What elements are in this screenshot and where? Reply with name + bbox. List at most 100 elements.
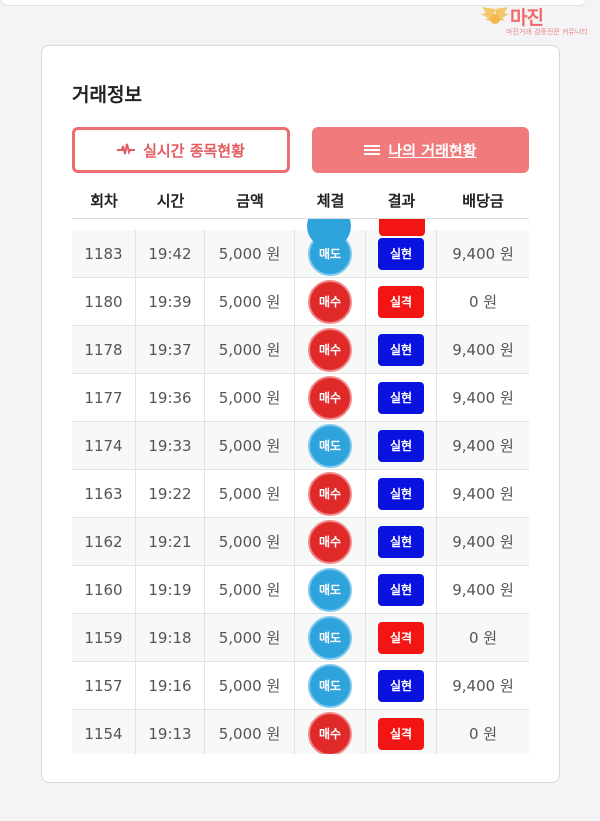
table-row: 1174 19:33 5,000 원 매도 실현 9,400 원 xyxy=(72,422,529,470)
cell-time: 19:39 xyxy=(136,278,205,325)
result-badge: 실현 xyxy=(378,333,424,366)
side-badge: 매도 xyxy=(308,567,352,612)
side-badge: 매수 xyxy=(308,519,352,564)
live-status-button[interactable]: 실시간 종목현황 xyxy=(72,127,290,173)
cell-time: 19:22 xyxy=(136,470,205,517)
cell-fill: 매수 xyxy=(295,470,366,517)
table-row: 1163 19:22 5,000 원 매수 실현 9,400 원 xyxy=(72,470,529,518)
table-row: 1177 19:36 5,000 원 매수 실현 9,400 원 xyxy=(72,374,529,422)
cell-result: 실격 xyxy=(366,614,437,661)
cell-payout: 9,400 원 xyxy=(452,437,514,455)
cell-time: 19:36 xyxy=(136,374,205,421)
cell-amount: 5,000 원 xyxy=(205,566,295,613)
cell-round: 1157 xyxy=(72,662,136,709)
side-badge: 매수 xyxy=(308,375,352,420)
trade-table-scroll[interactable]: 1183 19:42 5,000 원 매도 실현 9,400 원 1180 19:39 5,00… xyxy=(72,218,529,754)
site-watermark: 마진 마진거래 검증전문 커뮤니티 xyxy=(480,3,590,37)
cell-fill: 매수 xyxy=(295,518,366,565)
cell-round: 1159 xyxy=(72,614,136,661)
cell-round: 1163 xyxy=(72,470,136,517)
table-row: 1157 19:16 5,000 원 매도 실현 9,400 원 xyxy=(72,662,529,710)
result-badge: 실현 xyxy=(378,477,424,510)
cell-fill: 매수 xyxy=(295,710,366,754)
cell-amount: 5,000 원 xyxy=(205,662,295,709)
result-badge: 실현 xyxy=(378,381,424,414)
result-badge: 실격 xyxy=(378,717,424,750)
cell-result: 실격 xyxy=(366,710,437,754)
watermark-subtitle: 마진거래 검증전문 커뮤니티 xyxy=(506,28,588,36)
cell-round: 1178 xyxy=(72,326,136,373)
cell-round: 1162 xyxy=(72,518,136,565)
cell-payout: 9,400 원 xyxy=(452,485,514,503)
my-trades-label: 나의 거래현황 xyxy=(388,141,477,160)
cell-amount: 5,000 원 xyxy=(205,230,295,277)
table-row: 1159 19:18 5,000 원 매도 실격 0 원 xyxy=(72,614,529,662)
cell-payout: 0 원 xyxy=(468,725,498,743)
cell-fill: 매도 xyxy=(295,566,366,613)
pulse-icon xyxy=(117,143,136,157)
cell-payout: 9,400 원 xyxy=(452,581,514,599)
cell-result: 실현 xyxy=(366,326,437,373)
side-badge: 매도 xyxy=(308,663,352,708)
cell-time: 19:16 xyxy=(136,662,205,709)
side-badge: 매도 xyxy=(308,423,352,468)
cell-payout: 9,400 원 xyxy=(452,389,514,407)
table-row: 1183 19:42 5,000 원 매도 실현 9,400 원 xyxy=(72,230,529,278)
cell-amount: 5,000 원 xyxy=(205,614,295,661)
cell-round: 1183 xyxy=(72,230,136,277)
cell-time: 19:37 xyxy=(136,326,205,373)
result-badge: 실현 xyxy=(378,573,424,606)
cell-time: 19:19 xyxy=(136,566,205,613)
table-row: 1162 19:21 5,000 원 매수 실현 9,400 원 xyxy=(72,518,529,566)
list-icon xyxy=(364,144,381,156)
result-badge: 실현 xyxy=(378,237,424,270)
cell-result: 실현 xyxy=(366,662,437,709)
cell-round: 1174 xyxy=(72,422,136,469)
cell-result: 실현 xyxy=(366,470,437,517)
header-payout: 배당금 xyxy=(462,192,504,210)
cell-fill: 매수 xyxy=(295,374,366,421)
cell-result: 실현 xyxy=(366,518,437,565)
header-result: 결과 xyxy=(387,192,416,210)
wing-logo-icon xyxy=(481,7,509,24)
cell-fill: 매도 xyxy=(295,614,366,661)
cell-payout: 0 원 xyxy=(468,629,498,647)
side-badge: 매수 xyxy=(308,327,352,372)
cell-amount: 5,000 원 xyxy=(205,710,295,754)
result-badge: 실현 xyxy=(378,525,424,558)
cell-amount: 5,000 원 xyxy=(205,422,295,469)
table-row: 1178 19:37 5,000 원 매수 실현 9,400 원 xyxy=(72,326,529,374)
watermark-title: 마진 xyxy=(510,7,544,29)
cell-amount: 5,000 원 xyxy=(205,278,295,325)
table-row: 1154 19:13 5,000 원 매수 실격 0 원 xyxy=(72,710,529,754)
header-time: 시간 xyxy=(156,192,185,210)
cell-amount: 5,000 원 xyxy=(205,374,295,421)
cell-fill: 매도 xyxy=(295,662,366,709)
cell-payout: 9,400 원 xyxy=(452,677,514,695)
cell-round: 1154 xyxy=(72,710,136,754)
header-fill: 체결 xyxy=(316,192,345,210)
partial-row-tag xyxy=(379,219,425,236)
live-status-label: 실시간 종목현황 xyxy=(143,141,245,160)
side-badge: 매수 xyxy=(308,279,352,324)
cell-fill: 매수 xyxy=(295,326,366,373)
my-trades-button[interactable]: 나의 거래현황 xyxy=(312,127,529,173)
cell-result: 실현 xyxy=(366,566,437,613)
cell-time: 19:42 xyxy=(136,230,205,277)
cell-payout: 9,400 원 xyxy=(452,533,514,551)
cell-result: 실현 xyxy=(366,230,437,277)
cell-time: 19:18 xyxy=(136,614,205,661)
cell-result: 실현 xyxy=(366,374,437,421)
side-badge: 매도 xyxy=(308,615,352,660)
cell-round: 1177 xyxy=(72,374,136,421)
cell-fill: 매도 xyxy=(295,422,366,469)
cell-result: 실현 xyxy=(366,422,437,469)
side-badge: 매수 xyxy=(308,471,352,516)
section-title: 거래정보 xyxy=(72,84,142,106)
cell-time: 19:13 xyxy=(136,710,205,754)
cell-result: 실격 xyxy=(366,278,437,325)
table-header: 회차 시간 금액 체결 결과 배당금 xyxy=(72,190,529,218)
cell-time: 19:33 xyxy=(136,422,205,469)
result-badge: 실격 xyxy=(378,285,424,318)
cell-amount: 5,000 원 xyxy=(205,326,295,373)
